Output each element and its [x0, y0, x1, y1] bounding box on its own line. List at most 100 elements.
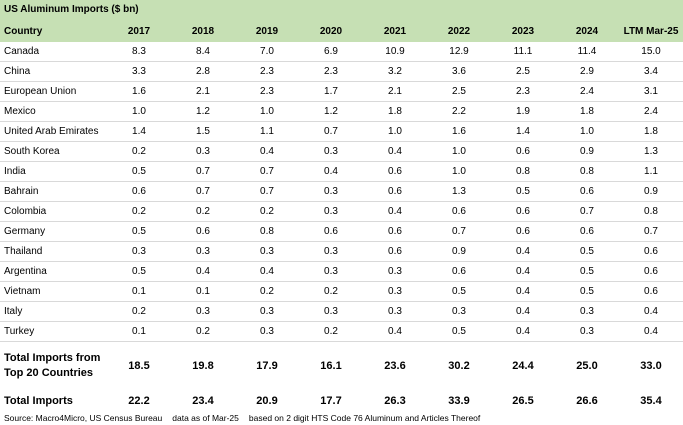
- value-cell: 0.3: [107, 241, 171, 262]
- table-row: Colombia 0.2 0.2 0.2 0.3 0.4 0.6 0.6 0.7 0.8: [0, 201, 683, 222]
- column-header: Country: [0, 20, 107, 42]
- value-cell: 1.0: [427, 161, 491, 182]
- value-cell: 11.4: [555, 42, 619, 62]
- total-value: 33.0: [619, 341, 683, 390]
- value-cell: 0.3: [171, 301, 235, 322]
- value-cell: 0.6: [107, 181, 171, 202]
- value-cell: 2.5: [491, 61, 555, 82]
- value-cell: 0.6: [427, 201, 491, 222]
- value-cell: 0.7: [171, 181, 235, 202]
- country-cell: Canada: [0, 42, 107, 62]
- column-header: 2023: [491, 20, 555, 42]
- country-cell: European Union: [0, 81, 107, 102]
- table-row: Argentina 0.5 0.4 0.4 0.3 0.3 0.6 0.4 0.5 0.6: [0, 261, 683, 282]
- value-cell: 0.3: [299, 301, 363, 322]
- value-cell: 0.3: [171, 241, 235, 262]
- value-cell: 0.6: [555, 181, 619, 202]
- value-cell: 0.3: [555, 321, 619, 342]
- table-body: Canada 8.3 8.4 7.0 6.9 10.9 12.9 11.1 11.4 15.0 Ch…: [0, 42, 683, 412]
- value-cell: 0.6: [427, 261, 491, 282]
- value-cell: 0.5: [555, 261, 619, 282]
- value-cell: 2.5: [427, 81, 491, 102]
- value-cell: 0.4: [299, 161, 363, 182]
- total-value: 22.2: [128, 395, 150, 407]
- value-cell: 0.2: [107, 201, 171, 222]
- total-value: 24.4: [491, 341, 555, 390]
- value-cell: 8.4: [171, 42, 235, 62]
- value-cell: 0.8: [491, 161, 555, 182]
- total-label: Total Imports: [4, 394, 73, 407]
- country-cell: Vietnam: [0, 281, 107, 302]
- value-cell: 0.5: [491, 181, 555, 202]
- value-cell: 15.0: [619, 42, 683, 62]
- value-cell: 2.8: [171, 61, 235, 82]
- value-cell: 0.1: [107, 321, 171, 342]
- total-row: Total Imports from Top 20 Countries 18.5 1…: [0, 341, 683, 390]
- value-cell: 11.1: [491, 42, 555, 62]
- value-cell: 1.8: [363, 101, 427, 122]
- table-row: Mexico 1.0 1.2 1.0 1.2 1.8 2.2 1.9 1.8 2.4: [0, 101, 683, 122]
- value-cell: 1.0: [235, 101, 299, 122]
- value-cell: 3.4: [619, 61, 683, 82]
- footer: Source: Macro4Micro, US Census Bureau dat…: [0, 412, 683, 425]
- value-cell: 1.1: [619, 161, 683, 182]
- value-cell: 1.8: [555, 101, 619, 122]
- value-cell: 3.1: [619, 81, 683, 102]
- value-cell: 3.6: [427, 61, 491, 82]
- value-cell: 1.9: [491, 101, 555, 122]
- footer-note: based on 2 digit HTS Code 76 Aluminum an…: [248, 413, 481, 423]
- value-cell: 0.3: [171, 141, 235, 162]
- value-cell: 0.9: [555, 141, 619, 162]
- value-cell: 0.1: [107, 281, 171, 302]
- value-cell: 0.3: [363, 281, 427, 302]
- header-row: Country 2017 2018 2019 2020 2021 2022 2023 2024 L…: [0, 20, 683, 42]
- value-cell: 0.1: [171, 281, 235, 302]
- value-cell: 0.3: [235, 321, 299, 342]
- table-row: European Union 1.6 2.1 2.3 1.7 2.1 2.5 2.3 2.4 3.…: [0, 81, 683, 102]
- value-cell: 0.5: [427, 281, 491, 302]
- value-cell: 1.6: [427, 121, 491, 142]
- value-cell: 0.3: [235, 301, 299, 322]
- country-cell: India: [0, 161, 107, 182]
- total-value: 20.9: [256, 395, 278, 407]
- value-cell: 3.2: [363, 61, 427, 82]
- column-header: 2017: [107, 20, 171, 42]
- value-cell: 0.4: [491, 321, 555, 342]
- value-cell: 0.6: [491, 141, 555, 162]
- column-header: 2021: [363, 20, 427, 42]
- value-cell: 0.7: [555, 201, 619, 222]
- value-cell: 0.3: [363, 301, 427, 322]
- value-cell: 0.6: [363, 221, 427, 242]
- column-header: 2024: [555, 20, 619, 42]
- value-cell: 0.5: [107, 161, 171, 182]
- value-cell: 1.2: [299, 101, 363, 122]
- value-cell: 1.4: [491, 121, 555, 142]
- value-cell: 2.4: [619, 101, 683, 122]
- column-header: LTM Mar-25: [619, 20, 683, 42]
- imports-table: Country 2017 2018 2019 2020 2021 2022 2023 2024 L…: [0, 20, 683, 412]
- value-cell: 2.9: [555, 61, 619, 82]
- value-cell: 6.9: [299, 42, 363, 62]
- value-cell: 2.3: [299, 61, 363, 82]
- total-value: 33.9: [448, 395, 470, 407]
- value-cell: 0.6: [363, 161, 427, 182]
- table-row: Bahrain 0.6 0.7 0.7 0.3 0.6 1.3 0.5 0.6 0.9: [0, 181, 683, 202]
- value-cell: 0.5: [427, 321, 491, 342]
- value-cell: 0.4: [491, 261, 555, 282]
- value-cell: 0.2: [235, 281, 299, 302]
- value-cell: 0.6: [619, 261, 683, 282]
- value-cell: 0.6: [299, 221, 363, 242]
- total-value: 23.4: [192, 395, 214, 407]
- table-row: Turkey 0.1 0.2 0.3 0.2 0.4 0.5 0.4 0.3 0.4: [0, 321, 683, 342]
- value-cell: 0.2: [299, 321, 363, 342]
- table-row: South Korea 0.2 0.3 0.4 0.3 0.4 1.0 0.6 0.9 1.3: [0, 141, 683, 162]
- total-value: 23.6: [363, 341, 427, 390]
- table-row: India 0.5 0.7 0.7 0.4 0.6 1.0 0.8 0.8 1.1: [0, 161, 683, 182]
- country-cell: Bahrain: [0, 181, 107, 202]
- value-cell: 1.7: [299, 81, 363, 102]
- country-cell: Turkey: [0, 321, 107, 342]
- value-cell: 0.4: [619, 301, 683, 322]
- value-cell: 0.6: [363, 241, 427, 262]
- country-cell: Thailand: [0, 241, 107, 262]
